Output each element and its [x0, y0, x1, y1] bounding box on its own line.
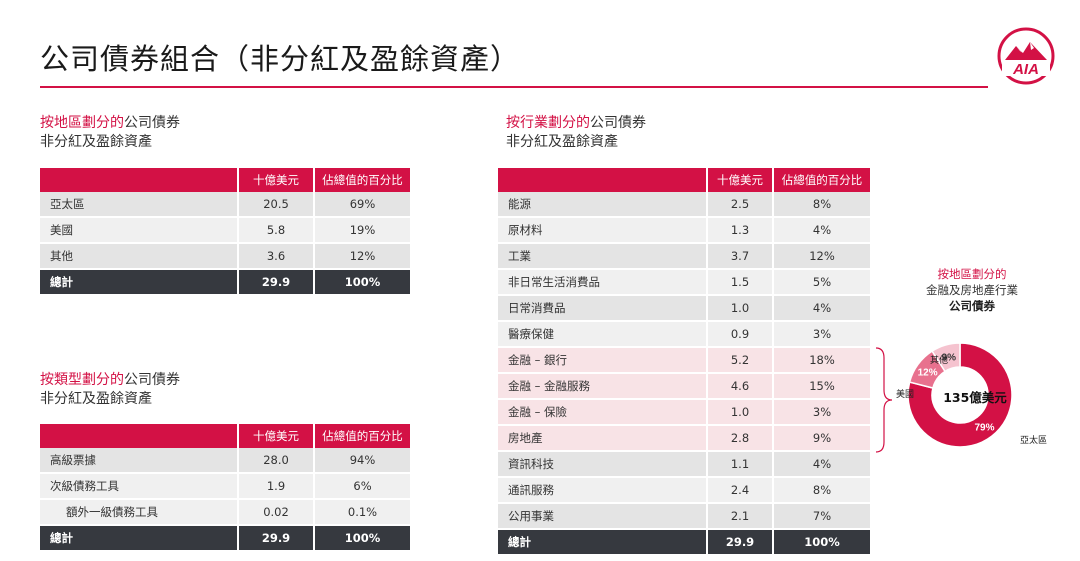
donut-chart: 79% 12% 9%: [907, 342, 1013, 448]
table-row: 醫療保健 0.9 3%: [498, 322, 870, 348]
title-divider: [40, 86, 988, 88]
total-row: 總計 29.9 100%: [40, 270, 410, 296]
donut-title: 按地區劃分的 金融及房地產行業 公司債券: [926, 267, 1018, 313]
type-table: 十億美元 佔總值的百分比 高級票據 28.0 94% 次級債務工具 1.9 6%…: [40, 424, 410, 552]
table-row: 其他 3.6 12%: [40, 244, 410, 270]
donut-slice-2: [931, 342, 961, 373]
donut-slice-0: [907, 342, 1013, 448]
table-row: 美國 5.8 19%: [40, 218, 410, 244]
industry-table: 十億美元 佔總值的百分比 能源 2.5 8% 原材料 1.3 4% 工業 3.7 12% 非…: [498, 168, 870, 556]
svg-text:AIA: AIA: [1012, 61, 1039, 78]
table-row: 房地產 2.8 9%: [498, 426, 870, 452]
column-header: 佔總值的百分比: [313, 424, 410, 448]
table-row: 原材料 1.3 4%: [498, 218, 870, 244]
column-header: 佔總值的百分比: [313, 168, 410, 192]
table-row: 亞太區 20.5 69%: [40, 192, 410, 218]
donut-category-label: 亞太區: [1020, 436, 1048, 446]
table-row: 金融 – 金融服務 4.6 15%: [498, 374, 870, 400]
donut-center-label: 135億美元: [943, 390, 1007, 405]
type-section-title: 按類型劃分的公司債券 非分紅及盈餘資產: [40, 372, 180, 407]
table-row: 能源 2.5 8%: [498, 192, 870, 218]
donut-pct-label: 79%: [975, 423, 995, 434]
donut-category-label: 美國: [896, 390, 915, 400]
aia-logo: AIA: [997, 27, 1055, 85]
table-row: 通訊服務 2.4 8%: [498, 478, 870, 504]
brace-connector: [875, 347, 893, 453]
table-row: 公用事業 2.1 7%: [498, 504, 870, 530]
table-row: 金融 – 銀行 5.2 18%: [498, 348, 870, 374]
total-row: 總計 29.9 100%: [498, 530, 870, 556]
page-title: 公司債券組合（非分紅及盈餘資產）: [40, 42, 521, 76]
table-row: 金融 – 保險 1.0 3%: [498, 400, 870, 426]
table-row: 工業 3.7 12%: [498, 244, 870, 270]
donut-category-label: 其他: [930, 356, 949, 366]
table-row: 資訊科技 1.1 4%: [498, 452, 870, 478]
donut-pct-label: 12%: [918, 367, 938, 378]
table-row: 日常消費品 1.0 4%: [498, 296, 870, 322]
region-table: 十億美元 佔總值的百分比 亞太區 20.5 69% 美國 5.8 19% 其他 …: [40, 168, 410, 296]
table-row: 高級票據 28.0 94%: [40, 448, 410, 474]
industry-section-title: 按行業劃分的公司債券 非分紅及盈餘資產: [506, 115, 646, 150]
region-section-title: 按地區劃分的公司債券 非分紅及盈餘資產: [40, 115, 180, 150]
column-header: 十億美元: [237, 424, 313, 448]
column-header: 十億美元: [237, 168, 313, 192]
table-row: 次級債務工具 1.9 6%: [40, 474, 410, 500]
total-row: 總計 29.9 100%: [40, 526, 410, 552]
column-header: 佔總值的百分比: [772, 168, 870, 192]
column-header: 十億美元: [706, 168, 772, 192]
table-row: 非日常生活消費品 1.5 5%: [498, 270, 870, 296]
donut-pct-label: 9%: [942, 353, 957, 364]
table-row: 額外一級債務工具 0.02 0.1%: [40, 500, 410, 526]
